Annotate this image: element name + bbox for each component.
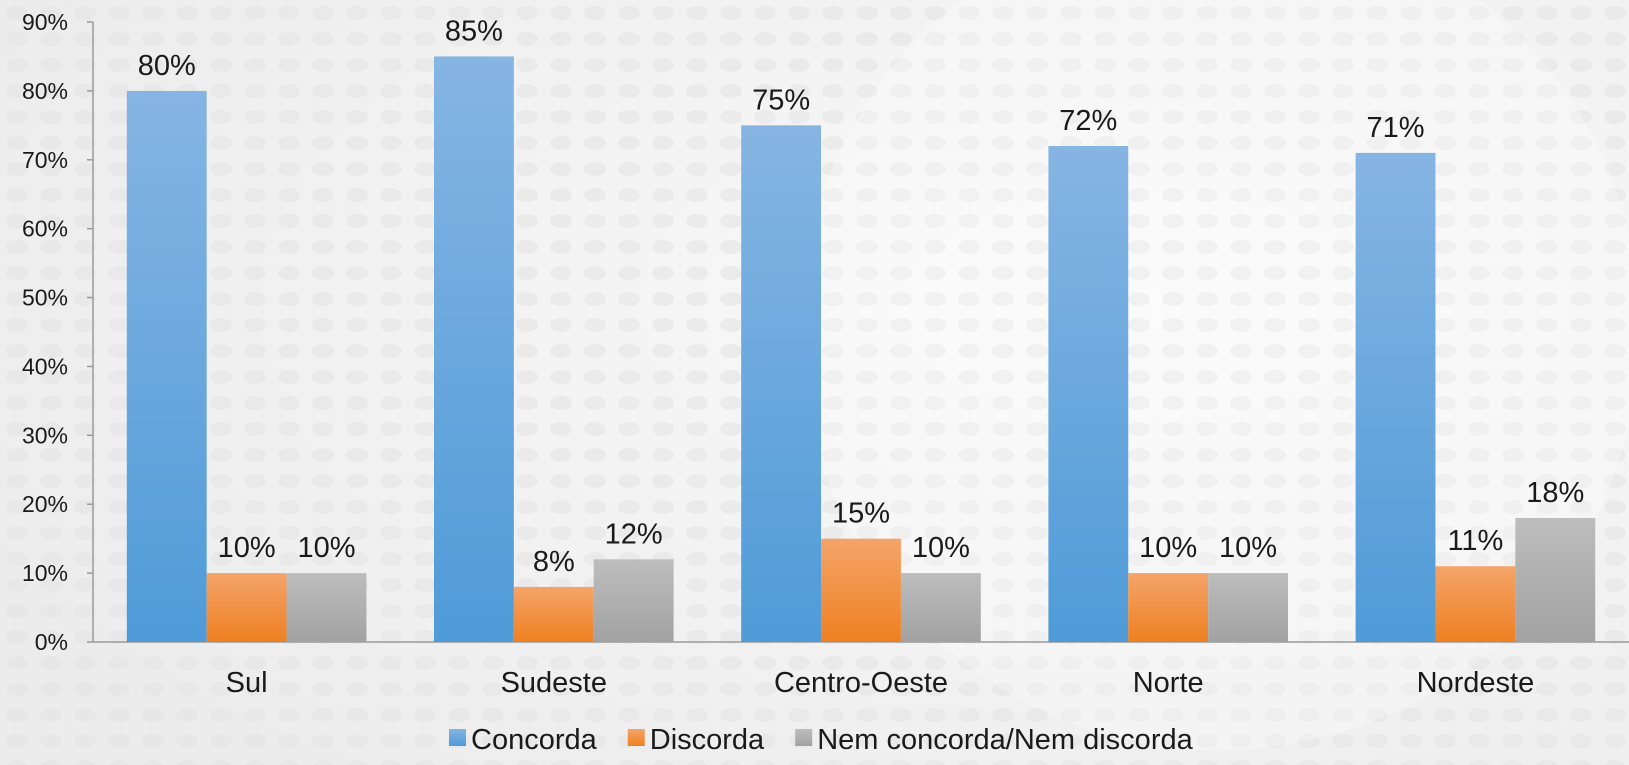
bar-discorda-centro-oeste xyxy=(821,538,901,642)
data-label: 72% xyxy=(1059,105,1117,137)
y-axis: 0% 10% 20% 30% 40% 50% 60% 70% 80% 90% xyxy=(22,9,94,655)
category-label: Sul xyxy=(226,667,268,699)
data-label: 18% xyxy=(1526,477,1584,509)
y-tick-label: 10% xyxy=(22,560,68,586)
bar-nem-concorda-nem-discorda-sul xyxy=(286,573,367,642)
bar-concorda-sul xyxy=(126,90,207,642)
bar-concorda-centro-oeste xyxy=(741,125,822,643)
legend-label: Nem concorda/Nem discorda xyxy=(817,724,1193,756)
data-label: 75% xyxy=(752,84,810,116)
data-label: 80% xyxy=(138,50,196,82)
legend-label: Concorda xyxy=(471,724,598,756)
bar-concorda-norte xyxy=(1048,146,1129,642)
bar-discorda-sul xyxy=(206,573,287,642)
data-label: 10% xyxy=(218,532,276,564)
data-label: 10% xyxy=(297,532,355,564)
legend-swatch xyxy=(627,729,645,746)
data-label: 12% xyxy=(605,518,663,550)
bar-nem-concorda-nem-discorda-norte xyxy=(1208,573,1289,642)
category-label: Sudeste xyxy=(501,667,607,699)
bar-nem-concorda-nem-discorda-sudeste xyxy=(593,559,674,642)
data-labels-group: 80% 10% 10% 85% 8% 12% 75% 15% 10% 72% 10% 10% 71% 11… xyxy=(138,15,1585,577)
category-label: Nordeste xyxy=(1417,667,1535,699)
category-label: Centro-Oeste xyxy=(774,667,948,699)
legend-label: Discorda xyxy=(650,724,765,756)
data-label: 10% xyxy=(912,532,970,564)
y-tick-label: 0% xyxy=(35,629,68,655)
y-tick-label: 40% xyxy=(22,353,68,379)
bar-discorda-nordeste xyxy=(1435,566,1516,642)
bar-concorda-sudeste xyxy=(433,56,514,642)
data-label: 71% xyxy=(1367,112,1425,144)
y-tick-label: 50% xyxy=(22,285,68,311)
y-tick-label: 80% xyxy=(22,78,68,104)
y-tick-label: 60% xyxy=(22,216,68,242)
legend-swatch xyxy=(795,729,813,746)
bar-nem-concorda-nem-discorda-nordeste xyxy=(1515,518,1596,642)
bar-discorda-norte xyxy=(1128,573,1209,642)
y-tick-label: 20% xyxy=(22,491,68,517)
legend: Concorda Discorda Nem concorda/Nem discord… xyxy=(449,724,1194,756)
bar-discorda-sudeste xyxy=(513,586,594,642)
bars-group xyxy=(126,56,1596,643)
data-label: 11% xyxy=(1447,525,1503,557)
data-label: 8% xyxy=(533,546,575,578)
category-label: Norte xyxy=(1133,667,1204,699)
data-label: 85% xyxy=(445,15,503,47)
bar-nem-concorda-nem-discorda-centro-oeste xyxy=(900,573,981,642)
y-tick-label: 70% xyxy=(22,147,68,173)
bar-concorda-nordeste xyxy=(1355,152,1436,642)
legend-swatch xyxy=(449,729,466,746)
data-label: 10% xyxy=(1219,532,1277,564)
data-label: 10% xyxy=(1139,532,1197,564)
y-tick-label: 30% xyxy=(22,422,68,448)
y-tick-label: 90% xyxy=(22,9,68,35)
data-label: 15% xyxy=(832,498,890,530)
